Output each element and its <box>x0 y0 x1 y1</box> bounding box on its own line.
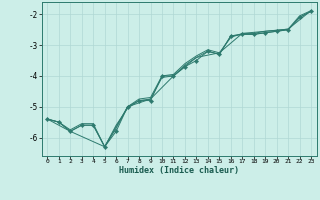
X-axis label: Humidex (Indice chaleur): Humidex (Indice chaleur) <box>119 166 239 175</box>
